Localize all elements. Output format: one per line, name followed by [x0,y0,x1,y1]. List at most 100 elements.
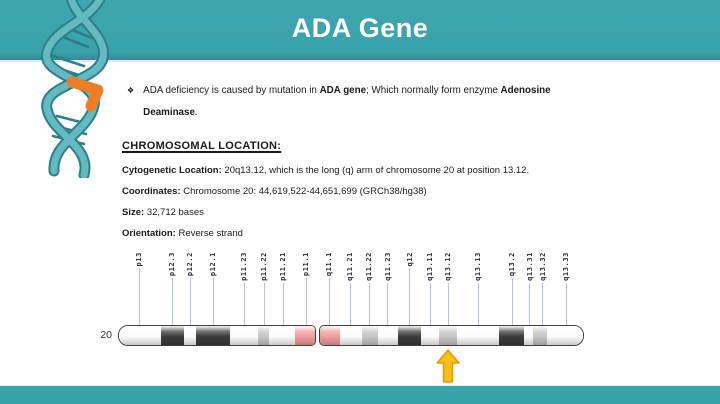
band-label-q11.22: q11.22 [365,252,373,281]
band-label-p12.2: p12.2 [186,252,194,277]
band-q13.13 [456,326,499,345]
band-q13.11 [421,326,440,345]
band-label-group: q13.2 [507,252,517,325]
footer-bar [0,385,720,404]
band-tick [328,278,330,325]
band-tick [542,282,543,325]
fact-orientation: Orientation: Reverse strand [122,223,529,244]
dna-helix-icon [41,0,109,178]
band-p12.3 [160,326,185,345]
fact-cytogenetic-location: Cytogenetic Location: 20q13.12, which is… [122,160,529,181]
fact-label: Cytogenetic Location: [122,165,222,176]
band-p11.1 [295,326,315,345]
band-tick [409,268,410,325]
band-label-group: q13.11 [425,252,435,325]
band-label-p11.1: p11.1 [302,252,310,277]
band-label-group: q12 [405,252,415,325]
bullet-item: ❖ ADA deficiency is caused by mutation i… [127,80,597,124]
band-label-q13.11: q13.11 [426,252,434,281]
band-tick [212,278,214,325]
band-label-q13.32: q13.32 [538,252,547,281]
band-tick [305,278,307,325]
chromosome-body [0,325,720,346]
fact-text: Chromosome 20: 44,619,522-44,651,699 (GR… [180,186,427,197]
band-label-q13.2: q13.2 [508,252,516,277]
band-tick [387,282,388,325]
band-label-group: p12.2 [185,252,195,325]
band-label-group: q11.1 [324,252,334,325]
band-p11.22 [257,326,270,345]
band-label-q11.23: q11.23 [383,252,392,281]
band-label-group: q13.33 [561,252,571,325]
band-p11.23 [229,326,258,345]
band-tick [477,282,479,325]
fact-coordinates: Coordinates: Chromosome 20: 44,619,522-4… [122,181,529,202]
band-q13.33 [547,326,583,345]
band-label-group: p11.1 [301,252,311,325]
facts-list: Cytogenetic Location: 20q13.12, which is… [122,160,529,244]
bullet-text: ADA deficiency is caused by mutation in … [143,85,551,118]
band-q11.21 [339,326,362,345]
band-label-group: q11.23 [383,252,393,325]
band-label-q13.33: q13.33 [562,252,570,281]
chromosome-arm-q [319,325,584,346]
band-q11.1 [320,326,340,345]
page-title: ADA Gene [291,13,429,43]
band-label-p11.23: p11.23 [240,252,248,281]
band-tick [189,278,191,325]
band-q12 [398,326,422,345]
band-label-group: q13.31 [525,252,535,325]
band-tick [243,282,245,325]
band-tick [368,282,370,325]
band-tick [349,282,351,325]
band-label-q12: q12 [405,252,414,267]
fact-label: Orientation: [122,228,176,239]
band-label-group: p11.23 [239,252,249,325]
fact-text: 20q13.12, which is the long (q) arm of c… [221,165,530,176]
band-tick [565,282,567,325]
band-label-group: p11.21 [278,252,288,325]
fact-label: Size: [122,207,145,218]
band-label-q13.31: q13.31 [525,252,534,281]
band-tick [529,282,530,325]
band-tick [511,278,513,325]
band-label-q13.12: q13.12 [444,252,452,281]
fact-label: Coordinates: [122,186,181,197]
band-label-p11.21: p11.21 [279,252,287,281]
band-tick [429,282,431,325]
band-p12.2 [184,326,197,345]
band-q13.31 [524,326,534,345]
fact-size: Size: 32,712 bases [122,202,529,223]
band-p13 [119,326,161,345]
band-p12.1 [196,326,230,345]
band-tick [171,278,173,325]
band-label-p11.22: p11.22 [260,252,268,281]
band-label-group: p13 [134,252,144,325]
band-q13.32 [533,326,548,345]
highlight-arrow-icon [436,349,460,383]
band-label-group: q11.21 [345,252,355,325]
band-label-group: p12.3 [167,252,177,325]
band-tick [282,282,284,325]
band-tick [447,282,449,325]
band-q11.23 [377,326,399,345]
chromosome-number: 20 [100,329,112,341]
fact-text: 32,712 bases [144,207,204,218]
band-label-group: q11.22 [364,252,374,325]
band-label-q13.13: q13.13 [474,252,482,281]
band-q11.22 [361,326,378,345]
band-label-group: p12.1 [208,252,218,325]
band-label-group: q13.13 [473,252,483,325]
band-label-p12.1: p12.1 [209,252,217,277]
band-label-group: q13.12 [443,252,453,325]
band-label-group: q13.32 [538,252,548,325]
chromosome-arm-p [118,325,316,346]
band-label-q11.21: q11.21 [346,252,354,281]
band-label-group: p11.22 [259,252,269,325]
header-bar: ADA Gene [0,0,720,62]
band-q13.12 [439,326,457,345]
band-q13.2 [498,326,525,345]
band-label-q11.1: q11.1 [325,252,333,277]
